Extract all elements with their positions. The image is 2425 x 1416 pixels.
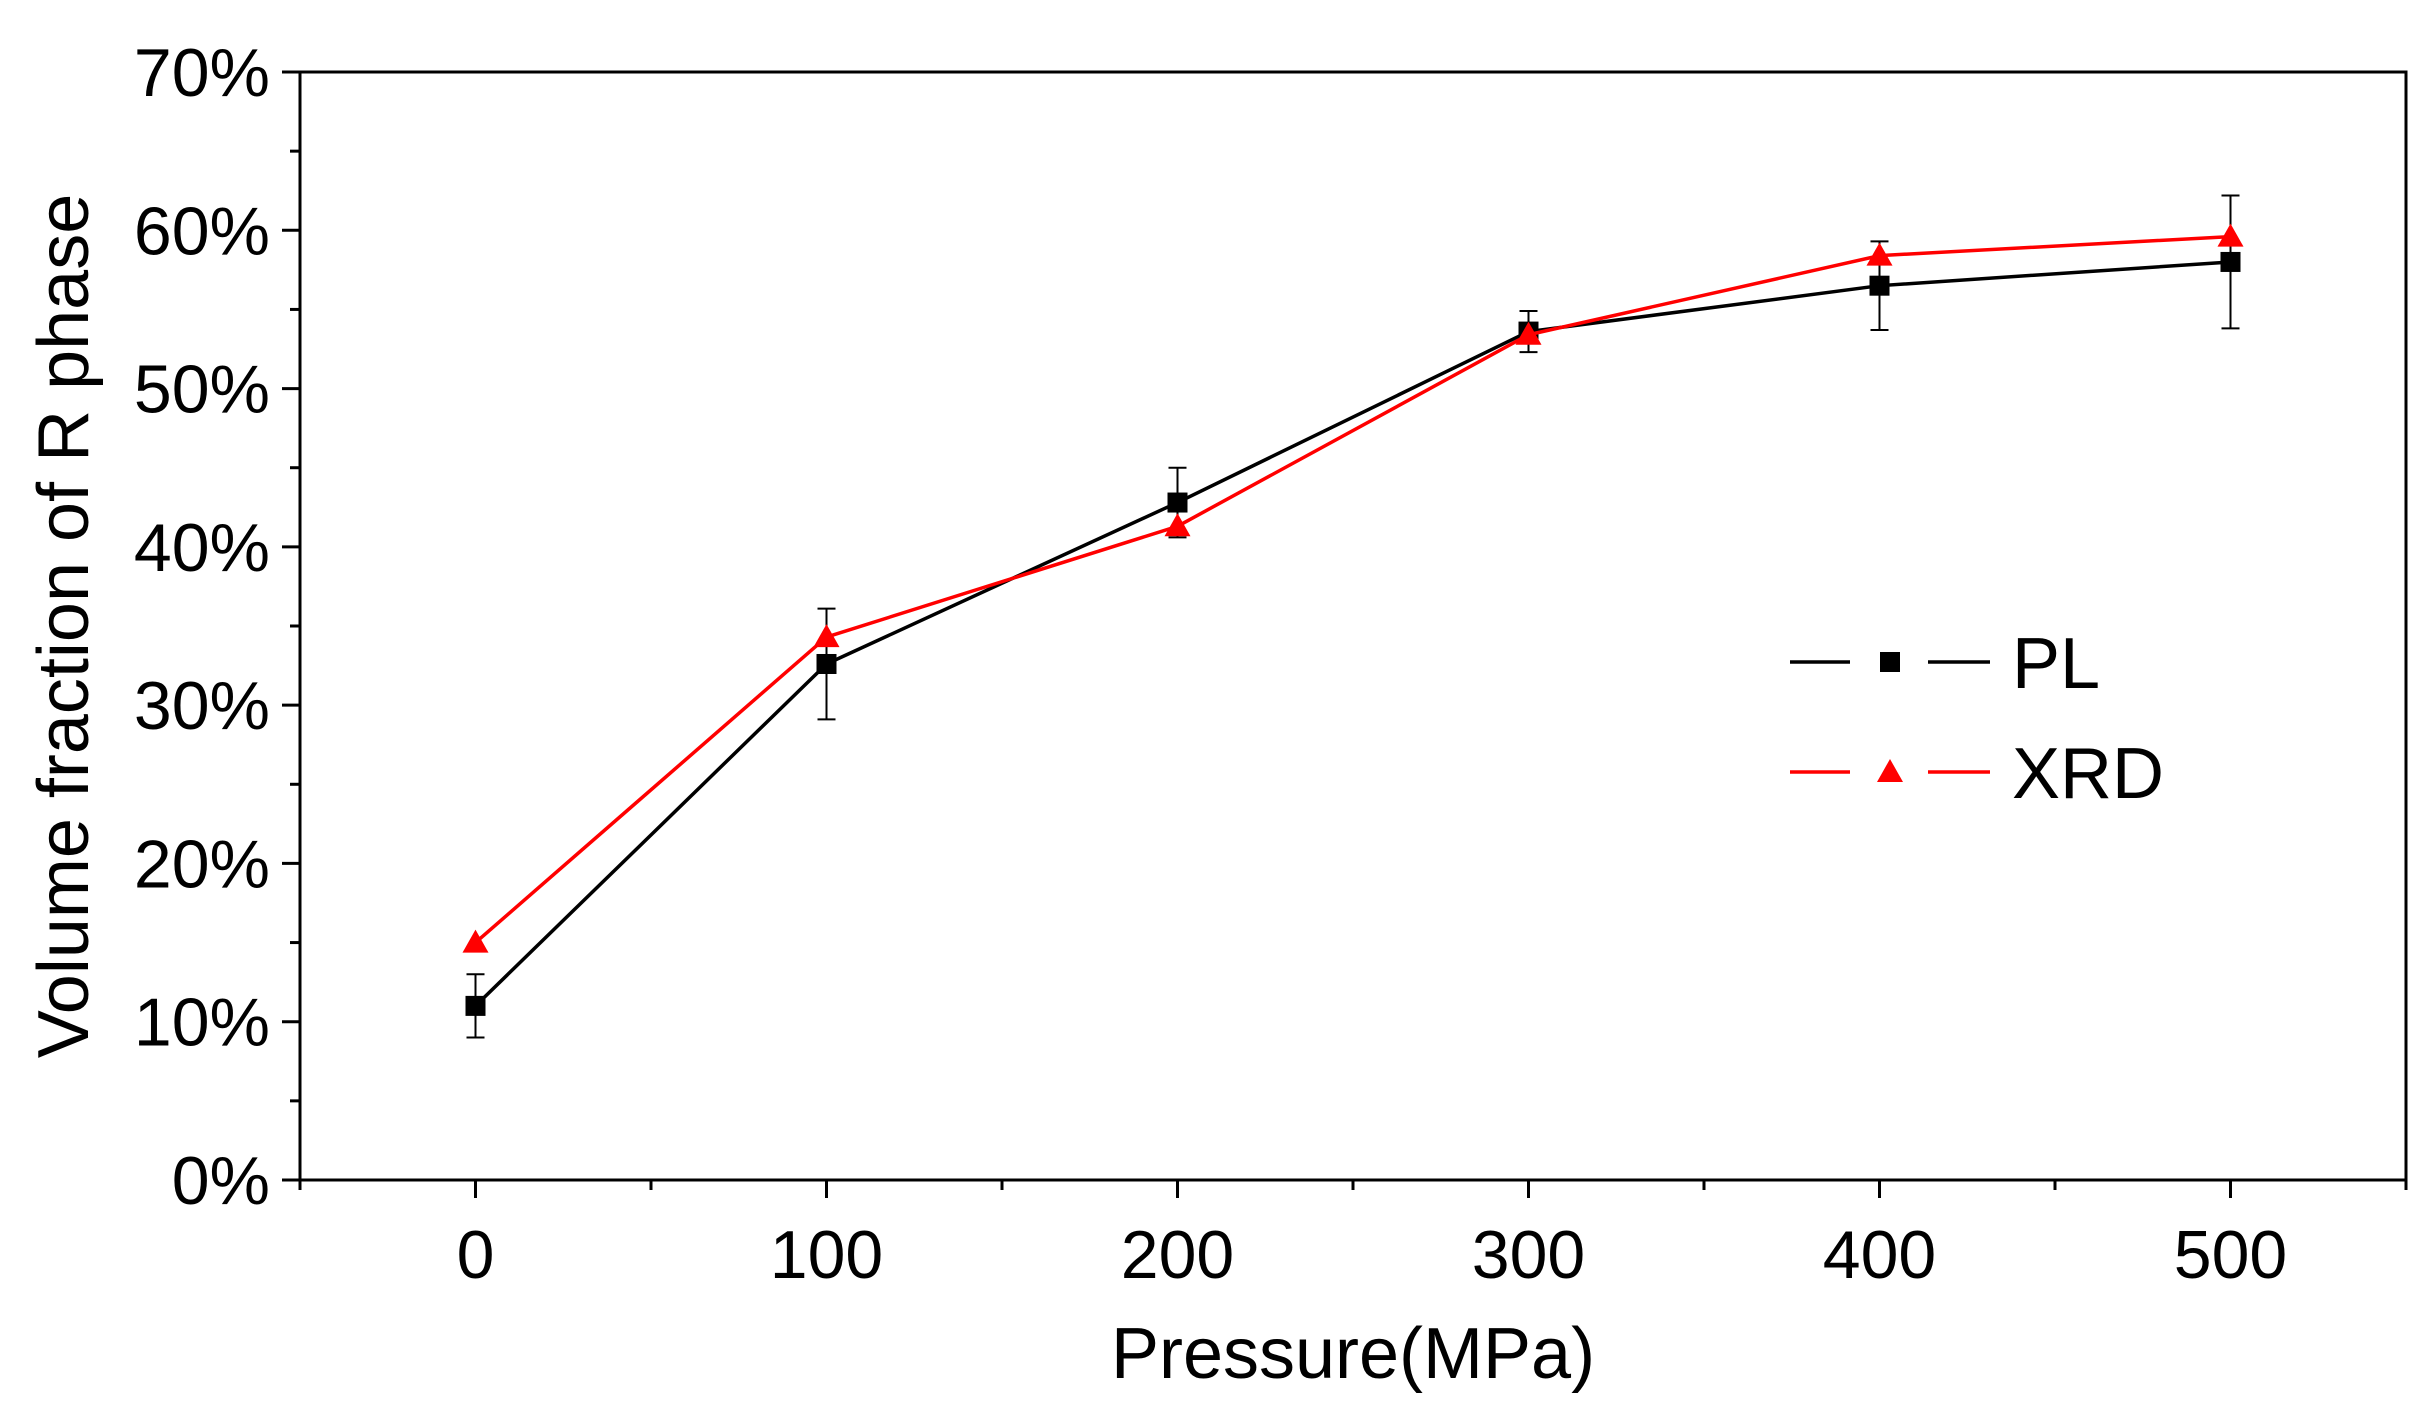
pl-data-point: [816, 653, 837, 674]
pl-series-line: [474, 260, 2231, 1008]
y-tick-label: 50%: [134, 352, 270, 428]
legend: PL XRD: [1790, 624, 2164, 814]
legend-pl-label: PL: [2012, 624, 2100, 704]
y-tick-label: 60%: [134, 193, 270, 269]
xrd-data-point: [813, 624, 840, 648]
xrd-data-point: [1515, 321, 1542, 345]
xrd-data-point: [462, 929, 489, 953]
y-tick-label: 20%: [134, 826, 270, 902]
y-tick-label: 0%: [172, 1143, 270, 1219]
legend-xrd-label: XRD: [2012, 734, 2164, 814]
x-tick-label: 200: [1121, 1217, 1234, 1293]
pl-data-point: [1167, 492, 1188, 513]
y-tick-label: 40%: [134, 510, 270, 586]
pl-data-point: [1869, 275, 1890, 296]
legend-pl-marker: [1880, 652, 1900, 672]
x-tick-label: 400: [1823, 1217, 1936, 1293]
x-tick-label: 0: [457, 1217, 495, 1293]
x-tick-label: 500: [2174, 1217, 2287, 1293]
x-axis: 0 100 200 300 400 500: [298, 1180, 2408, 1293]
x-tick-label: 100: [770, 1217, 883, 1293]
y-axis: 0% 10% 20% 30% 40% 50% 60% 70%: [134, 35, 300, 1219]
xrd-data-point: [1164, 513, 1191, 537]
legend-xrd-marker: [1877, 759, 1903, 782]
pl-data-point: [2220, 251, 2241, 272]
x-tick-label: 300: [1472, 1217, 1585, 1293]
y-axis-title: Volume fraction of R phase: [24, 194, 104, 1059]
pl-data-point: [465, 995, 486, 1016]
y-tick-label: 10%: [134, 985, 270, 1061]
xrd-data-point: [1866, 242, 1893, 266]
xrd-data-point: [2217, 223, 2244, 247]
series-layer: [462, 194, 2244, 1039]
xrd-series-line: [474, 234, 2231, 944]
x-axis-title: Pressure(MPa): [1111, 1314, 1595, 1394]
y-tick-label: 70%: [134, 35, 270, 111]
y-tick-label: 30%: [134, 668, 270, 744]
